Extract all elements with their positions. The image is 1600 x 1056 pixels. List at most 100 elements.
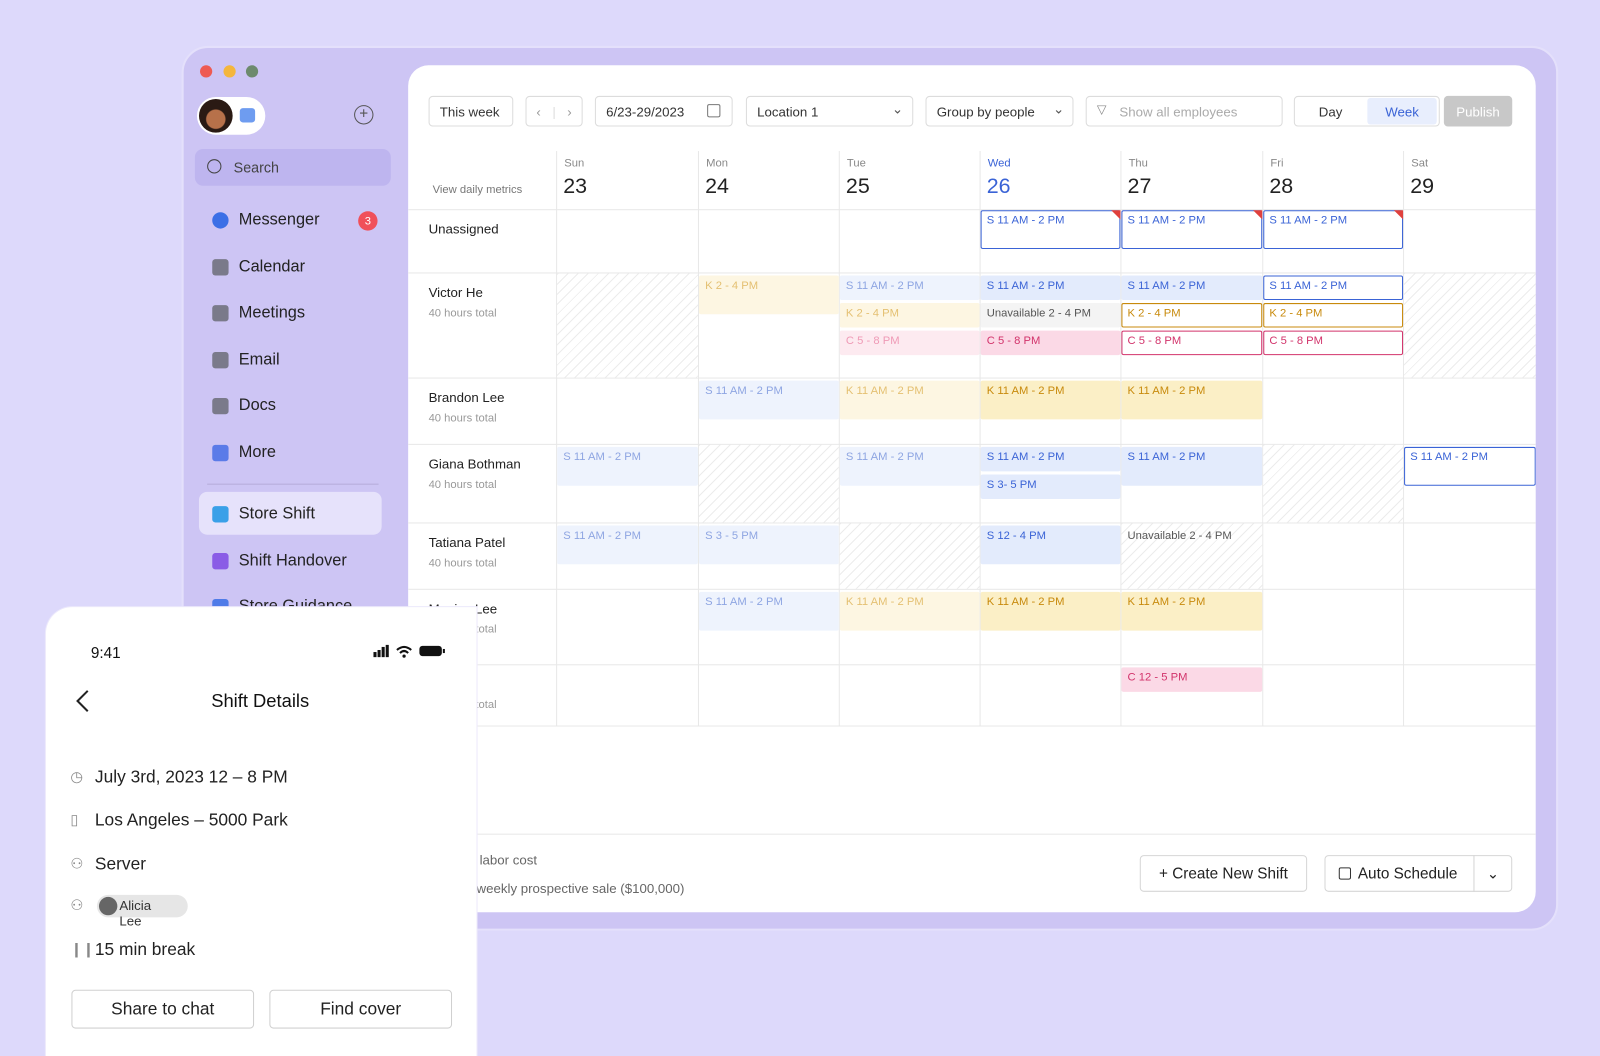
- maximize-dot[interactable]: [245, 65, 259, 78]
- day-date: 29: [1410, 174, 1435, 198]
- shift-block[interactable]: S 11 AM - 2 PM: [1263, 210, 1404, 249]
- shift-block[interactable]: C 5 - 8 PM: [1263, 330, 1404, 356]
- shift-block[interactable]: S 11 AM - 2 PM: [980, 210, 1121, 249]
- publish-button[interactable]: Publish: [1443, 95, 1513, 127]
- shift-block[interactable]: K 2 - 4 PM: [839, 303, 980, 328]
- week-nav[interactable]: ‹ | ›: [525, 95, 583, 127]
- unavailable-cell: [839, 523, 980, 589]
- nav-item[interactable]: Store Shift: [238, 505, 316, 523]
- shift-block[interactable]: S 11 AM - 2 PM: [980, 446, 1121, 472]
- shift-block[interactable]: C 12 - 5 PM: [1121, 667, 1263, 692]
- person-chip: [96, 894, 188, 918]
- shift-block[interactable]: K 11 AM - 2 PM: [1121, 380, 1263, 420]
- shift-block[interactable]: K 11 AM - 2 PM: [839, 591, 980, 631]
- employee-name: Victor He: [428, 284, 483, 300]
- detail-text: July 3rd, 2023 12 – 8 PM: [94, 767, 288, 787]
- shift-block[interactable]: C 5 - 8 PM: [980, 330, 1121, 356]
- status-icons: [373, 644, 445, 658]
- nav-icon: [212, 506, 229, 523]
- phone-button[interactable]: Share to chat: [71, 989, 255, 1029]
- shift-block[interactable]: S 11 AM - 2 PM: [839, 446, 980, 486]
- shift-block[interactable]: S 11 AM - 2 PM: [1121, 446, 1263, 486]
- main-panel: View daily metrics Sun 23 Mon 24 Tue 25 Wed 26 Th…: [408, 65, 1536, 913]
- detail-icon: ⚇: [70, 896, 84, 914]
- shift-block[interactable]: K 2 - 4 PM: [1121, 303, 1263, 328]
- day-name: Fri: [1270, 157, 1284, 170]
- shift-block[interactable]: Unavailable 2 - 4 PM: [1127, 529, 1232, 542]
- detail-icon: ◷: [70, 768, 83, 785]
- shift-block[interactable]: C 5 - 8 PM: [839, 330, 980, 356]
- close-dot[interactable]: [199, 65, 213, 78]
- unavailable-cell: [1263, 444, 1404, 523]
- view-option[interactable]: Week: [1367, 97, 1437, 125]
- phone-button[interactable]: Find cover: [269, 989, 453, 1029]
- employee-hours: 40 hours total: [428, 412, 497, 425]
- view-option[interactable]: Day: [1318, 103, 1343, 119]
- shift-block[interactable]: K 11 AM - 2 PM: [1121, 591, 1263, 631]
- day-name: Mon: [706, 157, 728, 170]
- detail-icon: ❙❙: [70, 940, 95, 958]
- shift-block[interactable]: S 11 AM - 2 PM: [980, 275, 1121, 300]
- conflict-flag: [1393, 210, 1404, 220]
- shift-block[interactable]: S 11 AM - 2 PM: [557, 525, 698, 565]
- shift-block[interactable]: C 5 - 8 PM: [1121, 330, 1263, 356]
- day-name: Wed: [987, 157, 1011, 170]
- minimize-dot[interactable]: [223, 65, 236, 78]
- date-icon: [707, 104, 721, 118]
- nav-icon: [212, 259, 229, 276]
- shift-block[interactable]: K 11 AM - 2 PM: [980, 591, 1121, 631]
- shift-block[interactable]: S 11 AM - 2 PM: [698, 380, 839, 420]
- location-select[interactable]: Location 1: [745, 95, 914, 127]
- employee-hours: 40 hours total: [428, 557, 497, 570]
- nav-item[interactable]: More: [238, 443, 276, 462]
- shift-block[interactable]: S 11 AM - 2 PM: [1121, 210, 1263, 249]
- shift-block[interactable]: K 2 - 4 PM: [698, 275, 839, 315]
- employee-hours: 40 hours total: [428, 307, 497, 320]
- avatar: [198, 98, 233, 133]
- row-line: [408, 272, 1536, 274]
- calendar-mini-icon: [239, 108, 256, 123]
- group-select[interactable]: Group by people: [925, 95, 1074, 127]
- filter-box[interactable]: Show all employees: [1085, 95, 1283, 127]
- nav-item[interactable]: Shift Handover: [238, 552, 347, 570]
- nav-icon: [212, 352, 229, 369]
- shift-block[interactable]: S 11 AM - 2 PM: [557, 446, 698, 486]
- shift-block[interactable]: Unavailable 2 - 4 PM: [980, 303, 1121, 328]
- nav-item[interactable]: Meetings: [238, 304, 306, 322]
- shift-block[interactable]: K 11 AM - 2 PM: [839, 380, 980, 420]
- detail-text: Los Angeles – 5000 Park: [94, 810, 288, 830]
- shift-block[interactable]: S 11 AM - 2 PM: [839, 275, 980, 300]
- shift-block[interactable]: S 11 AM - 2 PM: [1121, 275, 1263, 300]
- conflict-flag: [1253, 210, 1263, 220]
- row-line: [408, 209, 1536, 211]
- nav-icon: [212, 553, 229, 570]
- shift-block[interactable]: K 11 AM - 2 PM: [980, 380, 1121, 420]
- nav-icon: [212, 397, 229, 415]
- shift-block[interactable]: K 2 - 4 PM: [1263, 303, 1404, 328]
- shift-block[interactable]: S 11 AM - 2 PM: [698, 591, 839, 631]
- shift-block[interactable]: S 11 AM - 2 PM: [1404, 446, 1536, 486]
- nav-item[interactable]: Calendar: [238, 258, 306, 276]
- search-box[interactable]: [194, 148, 391, 186]
- this-week-button[interactable]: This week: [428, 95, 514, 127]
- nav-item[interactable]: Email: [238, 351, 280, 369]
- labor-cost: labor cost: [479, 852, 538, 868]
- auto-dropdown[interactable]: ⌄: [1473, 855, 1513, 892]
- nav-item[interactable]: Messenger: [238, 211, 320, 229]
- metrics-link[interactable]: View daily metrics: [432, 183, 523, 196]
- row-line: [408, 377, 1536, 379]
- create-shift-button[interactable]: + Create New Shift: [1139, 855, 1308, 892]
- date-range[interactable]: 6/23-29/2023: [594, 95, 733, 127]
- search-icon: [207, 159, 222, 174]
- shift-block[interactable]: S 11 AM - 2 PM: [1263, 275, 1404, 300]
- nav-item[interactable]: Docs: [238, 396, 276, 415]
- day-date: 24: [705, 174, 729, 198]
- add-button[interactable]: +: [354, 105, 374, 125]
- back-button[interactable]: [74, 689, 90, 713]
- shift-block[interactable]: S 3- 5 PM: [980, 474, 1121, 499]
- shift-block[interactable]: S 12 - 4 PM: [980, 525, 1121, 565]
- row-line: [408, 588, 1536, 590]
- shift-block[interactable]: S 3 - 5 PM: [698, 525, 839, 565]
- nav-selected-bg: [198, 491, 382, 535]
